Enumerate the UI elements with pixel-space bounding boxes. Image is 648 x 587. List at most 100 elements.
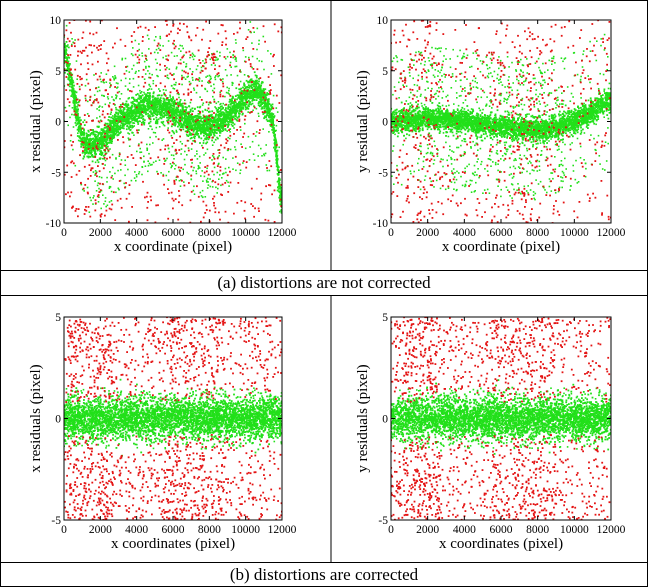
rejected-point bbox=[105, 209, 108, 212]
accepted-point bbox=[155, 126, 158, 129]
accepted-point bbox=[190, 134, 192, 136]
accepted-point bbox=[152, 100, 154, 102]
accepted-point bbox=[264, 109, 267, 112]
accepted-point bbox=[69, 12, 71, 14]
accepted-point bbox=[114, 119, 116, 121]
rejected-point bbox=[105, 52, 108, 55]
accepted-point bbox=[76, 106, 79, 108]
rejected-point bbox=[75, 208, 78, 210]
accepted-point bbox=[100, 142, 102, 145]
accepted-point bbox=[158, 108, 160, 110]
accepted-point bbox=[98, 196, 100, 198]
accepted-point bbox=[182, 61, 185, 63]
rejected-point bbox=[173, 39, 175, 42]
accepted-point bbox=[232, 109, 234, 112]
accepted-point bbox=[235, 87, 238, 90]
accepted-point bbox=[147, 65, 150, 68]
accepted-point bbox=[70, 78, 73, 81]
rejected-point bbox=[238, 118, 241, 121]
accepted-point bbox=[240, 107, 242, 110]
rejected-point bbox=[95, 99, 98, 101]
rejected-point bbox=[98, 170, 101, 173]
accepted-point bbox=[108, 201, 111, 203]
rejected-point bbox=[157, 138, 160, 141]
rejected-point bbox=[182, 55, 185, 58]
accepted-point bbox=[279, 187, 281, 190]
accepted-point bbox=[68, 79, 71, 81]
accepted-point bbox=[109, 125, 112, 128]
accepted-point bbox=[202, 139, 205, 142]
accepted-point bbox=[227, 111, 230, 113]
accepted-point bbox=[221, 124, 224, 127]
accepted-point bbox=[184, 130, 187, 133]
accepted-point bbox=[126, 116, 129, 119]
accepted-point bbox=[112, 123, 115, 125]
accepted-point bbox=[208, 101, 210, 104]
accepted-point bbox=[189, 68, 191, 70]
accepted-point bbox=[189, 110, 192, 113]
accepted-point bbox=[124, 115, 127, 117]
accepted-point bbox=[124, 123, 126, 126]
accepted-point bbox=[116, 125, 118, 128]
accepted-point bbox=[134, 112, 137, 115]
accepted-point bbox=[142, 105, 145, 108]
rejected-point bbox=[204, 67, 207, 70]
accepted-point bbox=[114, 121, 117, 124]
accepted-point bbox=[280, 209, 282, 212]
accepted-point bbox=[207, 184, 210, 186]
accepted-point bbox=[118, 117, 121, 120]
accepted-point bbox=[156, 170, 158, 173]
rejected-point bbox=[243, 118, 246, 121]
accepted-point bbox=[97, 201, 100, 203]
accepted-point bbox=[75, 108, 78, 111]
rejected-point bbox=[145, 57, 147, 60]
accepted-point bbox=[236, 107, 239, 110]
accepted-point bbox=[87, 156, 90, 159]
accepted-point bbox=[221, 114, 224, 116]
accepted-point bbox=[144, 99, 147, 101]
accepted-point bbox=[280, 211, 282, 214]
rejected-point bbox=[65, 61, 67, 63]
rejected-point bbox=[144, 54, 147, 57]
rejected-point bbox=[212, 179, 214, 182]
accepted-point bbox=[275, 165, 278, 168]
rejected-point bbox=[129, 90, 131, 92]
accepted-point bbox=[172, 97, 175, 100]
accepted-point bbox=[196, 125, 199, 128]
rejected-point bbox=[190, 129, 193, 132]
accepted-point bbox=[238, 88, 241, 91]
accepted-point bbox=[128, 97, 130, 99]
accepted-point bbox=[253, 159, 256, 161]
accepted-point bbox=[251, 140, 254, 143]
accepted-point bbox=[269, 108, 272, 111]
accepted-point bbox=[215, 75, 217, 77]
accepted-point bbox=[204, 108, 206, 111]
accepted-point bbox=[170, 84, 173, 87]
accepted-point bbox=[239, 97, 241, 100]
accepted-point bbox=[245, 91, 248, 93]
accepted-point bbox=[158, 159, 161, 161]
accepted-point bbox=[117, 169, 119, 172]
accepted-point bbox=[193, 123, 196, 126]
accepted-point bbox=[259, 88, 261, 91]
accepted-point bbox=[207, 181, 209, 183]
accepted-point bbox=[93, 74, 95, 76]
accepted-point bbox=[250, 97, 253, 99]
accepted-point bbox=[217, 137, 219, 140]
accepted-point bbox=[180, 104, 182, 107]
rejected-point bbox=[77, 50, 79, 53]
accepted-point bbox=[70, 76, 72, 78]
accepted-point bbox=[132, 111, 134, 113]
accepted-point bbox=[235, 57, 237, 59]
accepted-point bbox=[262, 128, 264, 130]
accepted-point bbox=[221, 177, 223, 179]
accepted-point bbox=[229, 100, 232, 103]
rejected-point bbox=[190, 165, 193, 168]
rejected-point bbox=[257, 165, 260, 168]
rejected-point bbox=[241, 146, 243, 148]
accepted-point bbox=[98, 143, 101, 146]
rejected-point bbox=[79, 78, 82, 81]
accepted-point bbox=[141, 173, 143, 176]
rejected-point bbox=[208, 114, 210, 117]
accepted-point bbox=[155, 103, 157, 106]
